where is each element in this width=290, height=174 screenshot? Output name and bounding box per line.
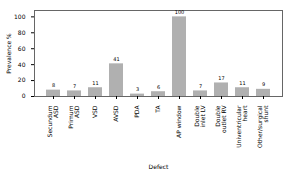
svg-text:40: 40	[18, 61, 26, 68]
svg-text:100: 100	[175, 9, 185, 15]
svg-text:0: 0	[22, 92, 26, 99]
svg-text:AP window: AP window	[175, 105, 182, 137]
svg-text:100: 100	[14, 13, 26, 20]
svg-text:7: 7	[199, 83, 202, 89]
svg-text:TA: TA	[154, 105, 161, 114]
svg-text:AVSD: AVSD	[112, 105, 119, 122]
svg-text:17: 17	[218, 75, 224, 81]
svg-text:Prevalence %: Prevalence %	[5, 33, 12, 74]
svg-text:11: 11	[92, 80, 98, 86]
svg-text:3: 3	[136, 86, 139, 92]
svg-text:Univentricularheart: Univentricularheart	[235, 105, 248, 148]
svg-text:6: 6	[157, 84, 160, 90]
svg-text:11: 11	[239, 80, 245, 86]
svg-text:Doubleinlet LV: Doubleinlet LV	[193, 105, 206, 128]
svg-text:7: 7	[73, 83, 76, 89]
svg-text:VSD: VSD	[91, 105, 98, 118]
svg-text:Defect: Defect	[149, 163, 169, 170]
svg-text:8: 8	[52, 82, 55, 88]
svg-text:Doubleoutlet RV: Doubleoutlet RV	[214, 105, 227, 133]
svg-text:80: 80	[18, 29, 26, 36]
svg-text:60: 60	[18, 45, 26, 52]
svg-text:9: 9	[262, 81, 265, 87]
svg-text:20: 20	[18, 76, 26, 83]
svg-text:41: 41	[113, 56, 119, 62]
svg-text:PDA: PDA	[133, 105, 140, 118]
svg-text:SecundumASD: SecundumASD	[46, 105, 59, 137]
svg-text:Other/surgicalshunt: Other/surgicalshunt	[256, 105, 269, 148]
svg-text:PrimumASD: PrimumASD	[67, 105, 80, 129]
